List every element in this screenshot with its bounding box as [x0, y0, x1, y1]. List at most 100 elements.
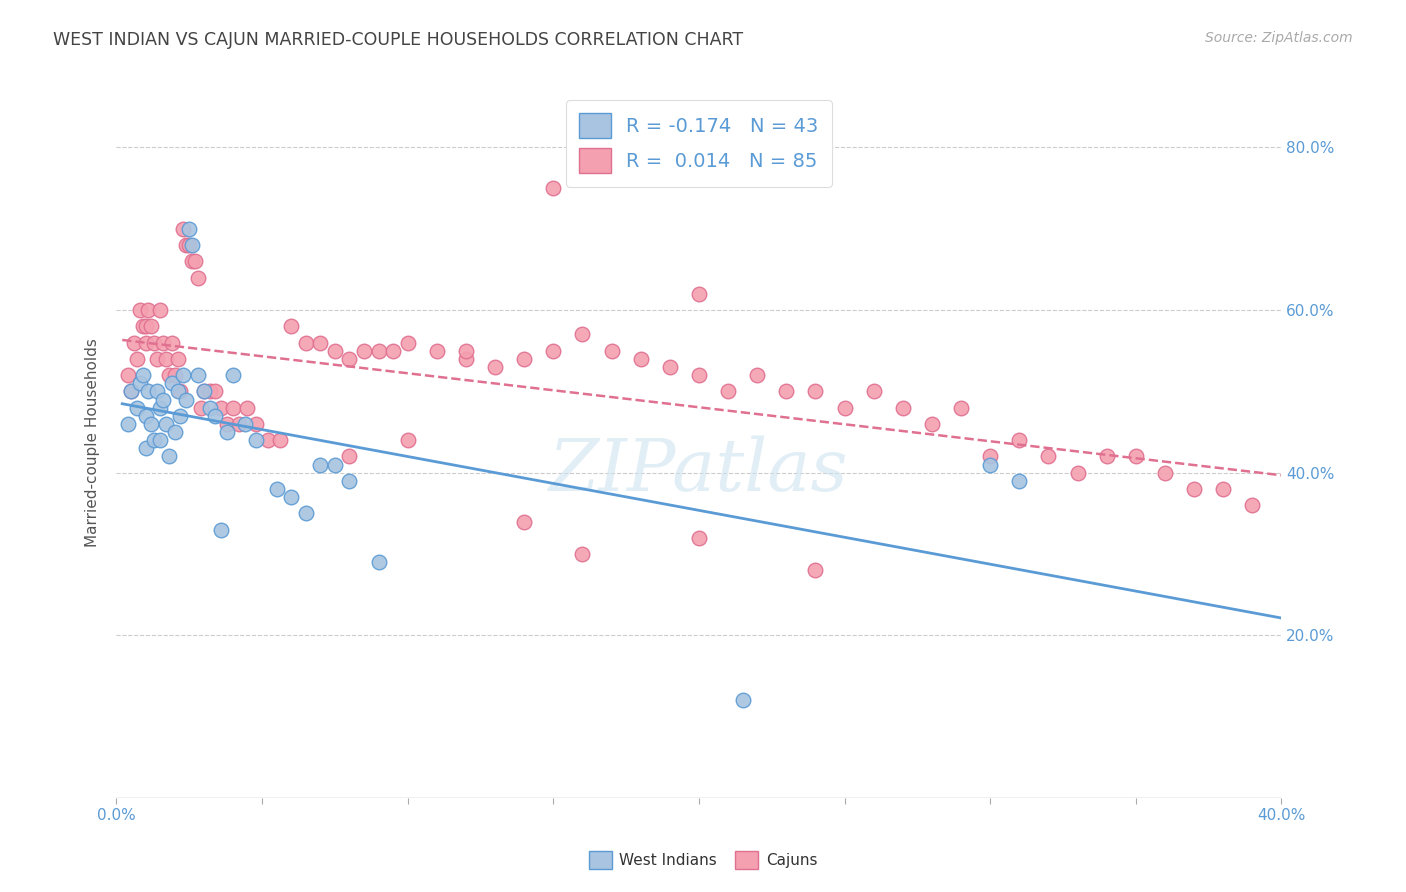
- Point: [149, 303, 172, 318]
- Point: [804, 384, 827, 399]
- Point: [187, 270, 209, 285]
- Point: [950, 401, 973, 415]
- Point: [571, 547, 593, 561]
- Point: [166, 351, 188, 366]
- Point: [190, 401, 212, 415]
- Point: [204, 409, 226, 423]
- Point: [484, 359, 506, 374]
- Point: [233, 417, 256, 431]
- Point: [146, 384, 169, 399]
- Point: [152, 392, 174, 407]
- Point: [157, 450, 180, 464]
- Point: [135, 319, 157, 334]
- Point: [155, 351, 177, 366]
- Point: [1008, 474, 1031, 488]
- Point: [135, 409, 157, 423]
- Point: [160, 335, 183, 350]
- Point: [1066, 466, 1088, 480]
- Point: [141, 417, 163, 431]
- Point: [120, 384, 142, 399]
- Point: [294, 335, 316, 350]
- Point: [454, 343, 477, 358]
- Point: [454, 351, 477, 366]
- Point: [1241, 498, 1264, 512]
- Point: [179, 221, 201, 235]
- Point: [571, 327, 593, 342]
- Point: [323, 458, 346, 472]
- Point: [204, 384, 226, 399]
- Point: [117, 417, 139, 431]
- Point: [217, 425, 239, 439]
- Point: [747, 368, 769, 383]
- Point: [921, 417, 943, 431]
- Point: [513, 351, 536, 366]
- Point: [1212, 482, 1234, 496]
- Point: [658, 359, 681, 374]
- Point: [1125, 450, 1147, 464]
- Point: [1182, 482, 1205, 496]
- Point: [179, 238, 201, 252]
- Point: [236, 401, 259, 415]
- Point: [339, 474, 361, 488]
- Point: [339, 351, 361, 366]
- Point: [280, 490, 302, 504]
- Point: [717, 384, 740, 399]
- Point: [149, 401, 172, 415]
- Point: [169, 409, 191, 423]
- Point: [396, 335, 419, 350]
- Point: [600, 343, 623, 358]
- Point: [862, 384, 884, 399]
- Point: [181, 254, 204, 268]
- Point: [543, 343, 565, 358]
- Point: [163, 425, 186, 439]
- Point: [339, 450, 361, 464]
- Point: [135, 442, 157, 456]
- Point: [187, 368, 209, 383]
- Point: [688, 368, 710, 383]
- Point: [266, 482, 288, 496]
- Point: [172, 221, 194, 235]
- Point: [193, 384, 215, 399]
- Point: [1038, 450, 1060, 464]
- Point: [157, 368, 180, 383]
- Point: [209, 523, 232, 537]
- Point: [176, 392, 198, 407]
- Point: [125, 401, 148, 415]
- Point: [181, 238, 204, 252]
- Point: [294, 507, 316, 521]
- Point: [1008, 433, 1031, 447]
- Point: [138, 303, 160, 318]
- Point: [122, 335, 145, 350]
- Point: [135, 335, 157, 350]
- Point: [309, 335, 332, 350]
- Point: [367, 343, 389, 358]
- Text: ZIPatlas: ZIPatlas: [550, 435, 849, 506]
- Point: [120, 384, 142, 399]
- Point: [979, 458, 1001, 472]
- Point: [198, 384, 221, 399]
- Point: [1154, 466, 1177, 480]
- Point: [143, 335, 166, 350]
- Point: [155, 417, 177, 431]
- Point: [169, 384, 191, 399]
- Legend: R = -0.174   N = 43, R =  0.014   N = 85: R = -0.174 N = 43, R = 0.014 N = 85: [565, 100, 832, 186]
- Point: [222, 401, 245, 415]
- Point: [149, 433, 172, 447]
- Legend: West Indians, Cajuns: West Indians, Cajuns: [582, 845, 824, 875]
- Point: [245, 417, 267, 431]
- Point: [143, 433, 166, 447]
- Point: [217, 417, 239, 431]
- Point: [138, 384, 160, 399]
- Point: [125, 351, 148, 366]
- Point: [367, 555, 389, 569]
- Point: [131, 368, 153, 383]
- Point: [513, 515, 536, 529]
- Text: Source: ZipAtlas.com: Source: ZipAtlas.com: [1205, 31, 1353, 45]
- Point: [117, 368, 139, 383]
- Point: [269, 433, 291, 447]
- Point: [131, 319, 153, 334]
- Point: [688, 531, 710, 545]
- Point: [630, 351, 652, 366]
- Point: [172, 368, 194, 383]
- Text: WEST INDIAN VS CAJUN MARRIED-COUPLE HOUSEHOLDS CORRELATION CHART: WEST INDIAN VS CAJUN MARRIED-COUPLE HOUS…: [53, 31, 744, 49]
